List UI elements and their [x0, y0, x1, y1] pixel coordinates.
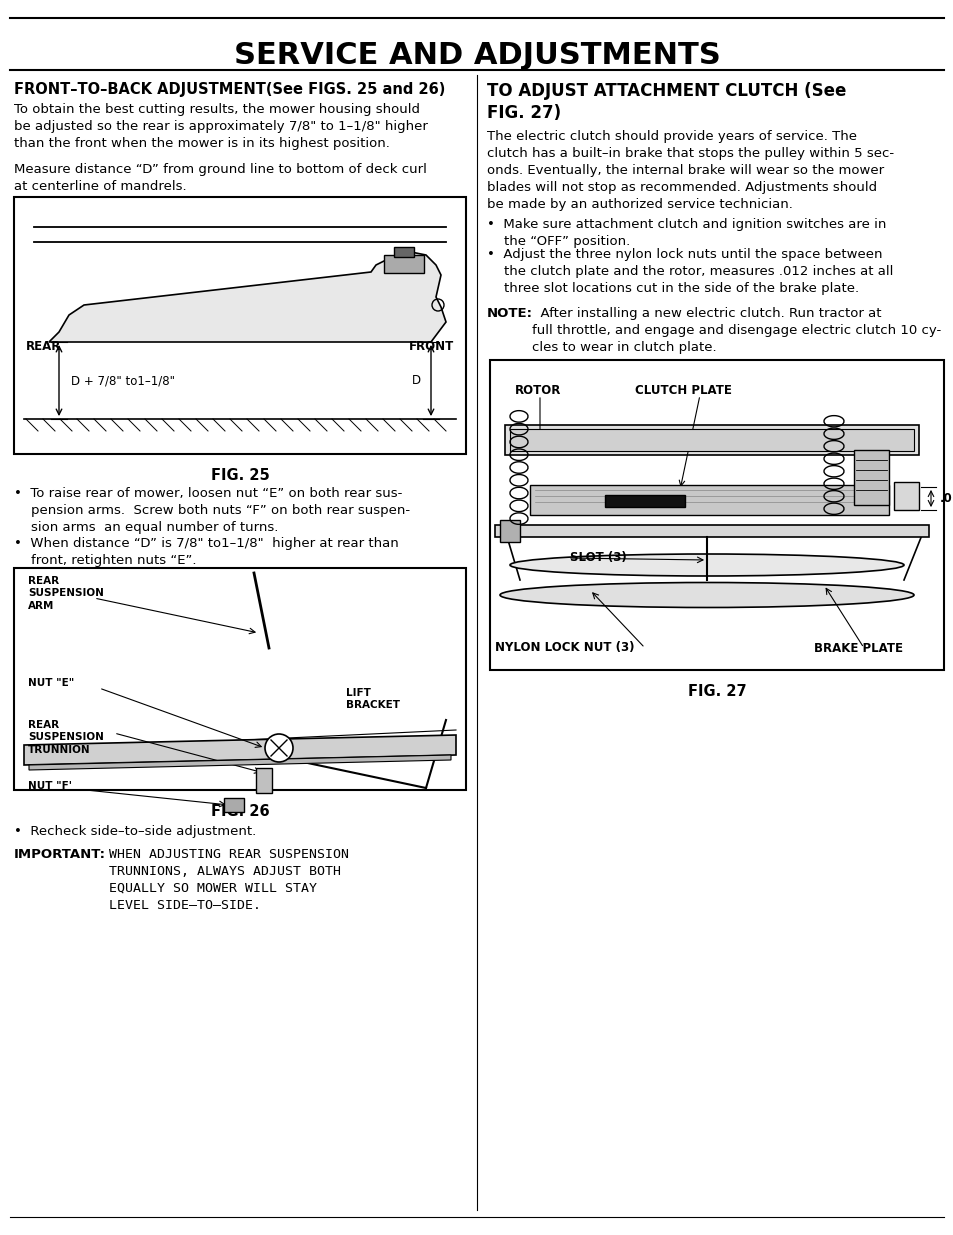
Polygon shape	[49, 252, 446, 342]
Text: TO ADJUST ATTACHMENT CLUTCH (See
FIG. 27): TO ADJUST ATTACHMENT CLUTCH (See FIG. 27…	[486, 82, 845, 121]
Text: FRONT: FRONT	[408, 341, 454, 353]
Text: FIG. 25: FIG. 25	[211, 468, 269, 483]
Text: REAR
SUSPENSION
ARM: REAR SUSPENSION ARM	[28, 576, 104, 611]
Polygon shape	[24, 735, 456, 764]
Text: BRAKE PLATE: BRAKE PLATE	[813, 641, 902, 655]
Text: •  Adjust the three nylon lock nuts until the space between
    the clutch plate: • Adjust the three nylon lock nuts until…	[486, 248, 892, 295]
Text: •  Recheck side–to–side adjustment.: • Recheck side–to–side adjustment.	[14, 825, 256, 839]
Text: NYLON LOCK NUT (3): NYLON LOCK NUT (3)	[495, 641, 634, 655]
Bar	[504, 425, 918, 454]
Polygon shape	[29, 755, 451, 769]
Text: NUT "E": NUT "E"	[28, 678, 74, 688]
Text: D: D	[412, 374, 420, 387]
Bar	[893, 482, 918, 510]
Text: •  When distance “D” is 7/8" to1–1/8"  higher at rear than
    front, retighten : • When distance “D” is 7/8" to1–1/8" hig…	[14, 537, 398, 567]
Text: LIFT
BRACKET: LIFT BRACKET	[346, 688, 399, 710]
Text: IMPORTANT:: IMPORTANT:	[14, 848, 106, 861]
Text: NUT "F': NUT "F'	[28, 781, 71, 790]
Text: After installing a new electric clutch. Run tractor at
full throttle, and engage: After installing a new electric clutch. …	[532, 308, 941, 354]
Ellipse shape	[510, 555, 903, 576]
Circle shape	[265, 734, 293, 762]
Text: SLOT (3): SLOT (3)	[569, 552, 626, 564]
Bar	[394, 247, 414, 257]
Text: The electric clutch should provide years of service. The
clutch has a built–in b: The electric clutch should provide years…	[486, 130, 893, 211]
Text: .012": .012"	[939, 492, 953, 505]
Text: REAR: REAR	[26, 341, 61, 353]
Text: WHEN ADJUSTING REAR SUSPENSION
TRUNNIONS, ALWAYS ADJUST BOTH
EQUALLY SO MOWER WI: WHEN ADJUSTING REAR SUSPENSION TRUNNIONS…	[109, 848, 349, 911]
Bar	[510, 429, 913, 451]
Text: REAR
SUSPENSION
TRUNNION: REAR SUSPENSION TRUNNION	[28, 720, 104, 755]
Bar	[530, 485, 888, 515]
Bar	[499, 520, 519, 542]
Text: D + 7/8" to1–1/8": D + 7/8" to1–1/8"	[71, 374, 174, 387]
Bar	[490, 359, 943, 671]
Text: •  Make sure attachment clutch and ignition switches are in
    the “OFF” positi: • Make sure attachment clutch and igniti…	[486, 219, 885, 248]
Text: FIG. 26: FIG. 26	[211, 804, 269, 820]
Text: Measure distance “D” from ground line to bottom of deck curl
at centerline of ma: Measure distance “D” from ground line to…	[14, 163, 426, 193]
Text: To obtain the best cutting results, the mower housing should
be adjusted so the : To obtain the best cutting results, the …	[14, 103, 428, 149]
Text: NOTE:: NOTE:	[486, 308, 533, 320]
Text: ROTOR: ROTOR	[515, 384, 560, 396]
Bar	[604, 495, 684, 508]
Bar	[224, 798, 244, 811]
Bar	[384, 254, 423, 273]
Bar	[853, 450, 888, 505]
Text: •  To raise rear of mower, loosen nut “E” on both rear sus-
    pension arms.  S: • To raise rear of mower, loosen nut “E”…	[14, 487, 410, 534]
Text: CLUTCH PLATE: CLUTCH PLATE	[635, 384, 731, 396]
Bar	[14, 198, 465, 454]
Text: FIG. 27: FIG. 27	[687, 684, 745, 699]
Text: FRONT–TO–BACK ADJUSTMENT(See FIGS. 25 and 26): FRONT–TO–BACK ADJUSTMENT(See FIGS. 25 an…	[14, 82, 445, 98]
Text: SERVICE AND ADJUSTMENTS: SERVICE AND ADJUSTMENTS	[233, 41, 720, 69]
Bar	[495, 525, 928, 537]
Ellipse shape	[499, 583, 913, 608]
Bar	[14, 568, 465, 790]
Bar	[255, 768, 272, 793]
